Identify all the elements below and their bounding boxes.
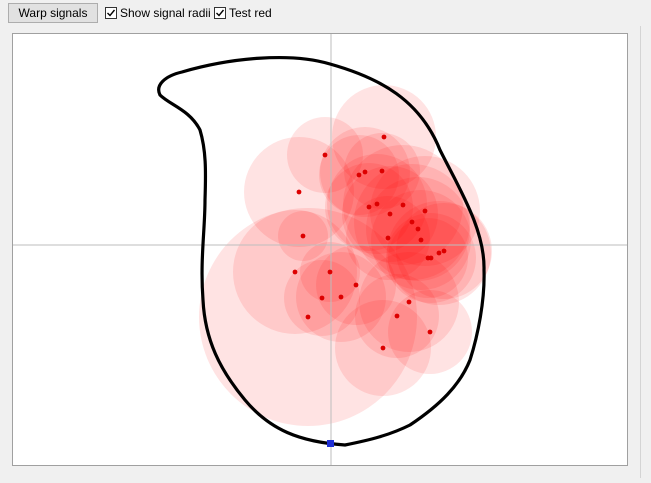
signal-point[interactable]	[305, 314, 311, 320]
signal-point[interactable]	[436, 250, 442, 256]
signal-point[interactable]	[322, 152, 328, 158]
signal-point[interactable]	[385, 235, 391, 241]
signal-point[interactable]	[380, 345, 386, 351]
signal-point[interactable]	[418, 237, 424, 243]
signal-point[interactable]	[374, 201, 380, 207]
signal-point[interactable]	[427, 329, 433, 335]
signal-map[interactable]	[13, 34, 627, 465]
test-red-option[interactable]: Test red	[214, 5, 272, 21]
signal-point[interactable]	[327, 269, 333, 275]
main-panel	[0, 26, 641, 478]
signal-point[interactable]	[422, 208, 428, 214]
signal-point[interactable]	[362, 169, 368, 175]
signal-point[interactable]	[394, 313, 400, 319]
toolbar: Warp signals Show signal radii Test red	[0, 0, 651, 26]
signal-point[interactable]	[381, 134, 387, 140]
test-red-label: Test red	[229, 6, 272, 20]
show-signal-radii-checkbox[interactable]	[105, 7, 117, 19]
signal-point[interactable]	[338, 294, 344, 300]
signal-point[interactable]	[441, 248, 447, 254]
signal-point[interactable]	[296, 189, 302, 195]
signal-point[interactable]	[366, 204, 372, 210]
signal-point[interactable]	[425, 255, 431, 261]
signal-canvas[interactable]	[12, 33, 628, 466]
test-red-checkbox[interactable]	[214, 7, 226, 19]
signal-points-layer	[292, 134, 447, 351]
show-signal-radii-option[interactable]: Show signal radii	[105, 5, 211, 21]
checkmark-icon	[107, 9, 116, 17]
area-outline	[157, 55, 486, 447]
signal-point[interactable]	[387, 211, 393, 217]
signal-point[interactable]	[409, 219, 415, 225]
signal-point[interactable]	[415, 226, 421, 232]
checkmark-icon	[216, 9, 225, 17]
bottom-border	[0, 478, 651, 483]
signal-point[interactable]	[356, 172, 362, 178]
signal-point[interactable]	[379, 168, 385, 174]
signal-point[interactable]	[353, 282, 359, 288]
origin-marker[interactable]	[327, 440, 334, 447]
signal-radii-layer	[199, 85, 492, 426]
signal-point[interactable]	[406, 299, 412, 305]
show-signal-radii-label: Show signal radii	[120, 6, 211, 20]
signal-point[interactable]	[292, 269, 298, 275]
signal-point[interactable]	[319, 295, 325, 301]
signal-point[interactable]	[400, 202, 406, 208]
warp-signals-button[interactable]: Warp signals	[8, 3, 98, 23]
signal-point[interactable]	[300, 233, 306, 239]
